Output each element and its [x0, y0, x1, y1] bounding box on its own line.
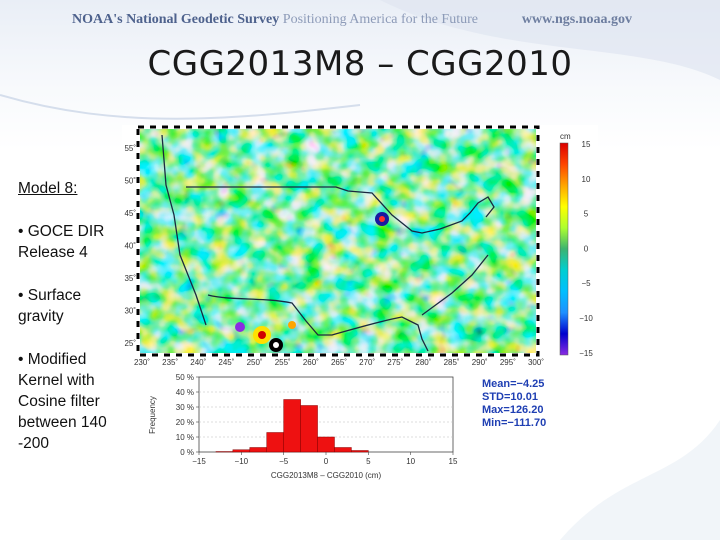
colorbar-tick-label: 15 [582, 140, 591, 149]
figure-svg: 55˚ 50˚ 45˚ 40˚ 35˚ 30˚ 25˚ 230˚ 235˚ 240˚ 245˚ 25… [124, 125, 593, 480]
latitude-tick-label: 30˚ [124, 307, 136, 316]
colorbar-tick-label: −10 [579, 314, 593, 323]
histogram-x-tick-label: 5 [366, 457, 371, 466]
histogram-x-ticks: −15 −10 −5 0 5 10 15 [192, 452, 458, 466]
latitude-tick-label: 40˚ [124, 242, 136, 251]
colorbar-tick-label: −5 [581, 279, 591, 288]
longitude-tick-label: 290˚ [472, 358, 488, 367]
longitude-tick-label: 250˚ [247, 358, 263, 367]
histogram-y-tick-label: 50 % [176, 373, 194, 382]
longitude-tick-label: 240˚ [190, 358, 206, 367]
bullet-item: • Surface gravity [18, 287, 82, 325]
figure-panel: 55˚ 50˚ 45˚ 40˚ 35˚ 30˚ 25˚ 230˚ 235˚ 240˚ 245˚ 25… [122, 125, 598, 485]
header-url[interactable]: www.ngs.noaa.gov [521, 12, 632, 27]
anomaly-hotspots [235, 212, 389, 352]
histogram-bar [283, 399, 301, 453]
latitude-tick-label: 25˚ [124, 339, 136, 348]
anomaly-map [136, 125, 540, 357]
longitude-tick-label: 230˚ [134, 358, 150, 367]
histogram-bar [232, 449, 251, 453]
brand-tagline: Positioning America for the Future [282, 12, 478, 27]
bullet-intro: Model 8: [18, 180, 78, 197]
histogram-y-tick-label: 10 % [176, 433, 194, 442]
histogram-bar [334, 447, 352, 453]
histogram-x-tick-label: 0 [324, 457, 329, 466]
stat-mean: Mean=−4.25 [482, 378, 545, 390]
statistics-box: Mean=−4.25 STD=10.01 Max=126.20 Min=−111… [482, 378, 546, 430]
stat-max: Max=126.20 [482, 404, 544, 416]
histogram-bars [215, 399, 369, 453]
bullet-item: • Modified Kernel with Cosine filter bet… [18, 351, 107, 452]
longitude-tick-label: 255˚ [275, 358, 291, 367]
colorbar-tick-label: −15 [579, 349, 593, 358]
noaa-brand-line: NOAA's National Geodetic Survey Position… [72, 12, 478, 28]
latitude-tick-label: 45˚ [124, 209, 136, 218]
histogram-bar [249, 447, 267, 453]
longitude-tick-label: 270˚ [359, 358, 375, 367]
latitude-ticks: 55˚ 50˚ 45˚ 40˚ 35˚ 30˚ 25˚ [124, 144, 136, 348]
histogram-bar [351, 450, 369, 453]
stat-std: STD=10.01 [482, 391, 538, 403]
longitude-tick-label: 235˚ [162, 358, 178, 367]
longitude-tick-label: 265˚ [331, 358, 347, 367]
colorbar-unit: cm [560, 132, 571, 141]
latitude-tick-label: 35˚ [124, 274, 136, 283]
histogram-y-tick-label: 40 % [176, 388, 194, 397]
brand-name: National Geodetic Survey [126, 12, 280, 27]
slide-title: CGG2013M8 – CGG2010 [147, 44, 573, 84]
longitude-tick-label: 300˚ [528, 358, 544, 367]
histogram: −15 −10 −5 0 5 10 15 0 % 10 % 20 % 30 % 40 % 50 % F… [148, 373, 458, 480]
colorbar-tick-label: 5 [584, 210, 589, 219]
histogram-y-tick-label: 20 % [176, 418, 194, 427]
longitude-ticks: 230˚ 235˚ 240˚ 245˚ 250˚ 255˚ 260˚ 265˚ 270˚ 275˚… [134, 358, 544, 367]
histogram-x-tick-label: 15 [449, 457, 458, 466]
latitude-tick-label: 55˚ [124, 144, 136, 153]
histogram-bar [266, 432, 284, 453]
histogram-x-tick-label: −15 [192, 457, 206, 466]
longitude-tick-label: 260˚ [303, 358, 319, 367]
brand-prefix: NOAA's [72, 12, 123, 27]
histogram-y-label: Frequency [148, 396, 157, 434]
histogram-y-ticks: 0 % 10 % 20 % 30 % 40 % 50 % [176, 373, 199, 457]
longitude-tick-label: 295˚ [500, 358, 516, 367]
histogram-y-tick-label: 30 % [176, 403, 194, 412]
histogram-bar [317, 436, 335, 453]
colorbar: cm 15 10 5 0 −5 −10 −15 [559, 132, 593, 358]
histogram-y-tick-label: 0 % [180, 448, 194, 457]
stat-min: Min=−111.70 [482, 417, 547, 429]
latitude-tick-label: 50˚ [124, 177, 136, 186]
histogram-x-tick-label: −10 [235, 457, 249, 466]
histogram-x-label: CGG2013M8 – CGG2010 (cm) [271, 471, 382, 480]
bullet-item: • GOCE DIR Release 4 [18, 223, 105, 261]
colorbar-tick-label: 10 [582, 175, 591, 184]
longitude-tick-label: 280˚ [415, 358, 431, 367]
histogram-x-tick-label: 10 [406, 457, 415, 466]
longitude-tick-label: 275˚ [387, 358, 403, 367]
bullet-list: Model 8: • GOCE DIR Release 4 • Surface … [18, 178, 130, 476]
colorbar-ticks: 15 10 5 0 −5 −10 −15 [579, 140, 593, 358]
longitude-tick-label: 245˚ [218, 358, 234, 367]
histogram-x-tick-label: −5 [279, 457, 289, 466]
coastline-lines [161, 134, 495, 352]
colorbar-tick-label: 0 [584, 244, 589, 253]
histogram-bar [300, 405, 318, 453]
longitude-tick-label: 285˚ [444, 358, 460, 367]
